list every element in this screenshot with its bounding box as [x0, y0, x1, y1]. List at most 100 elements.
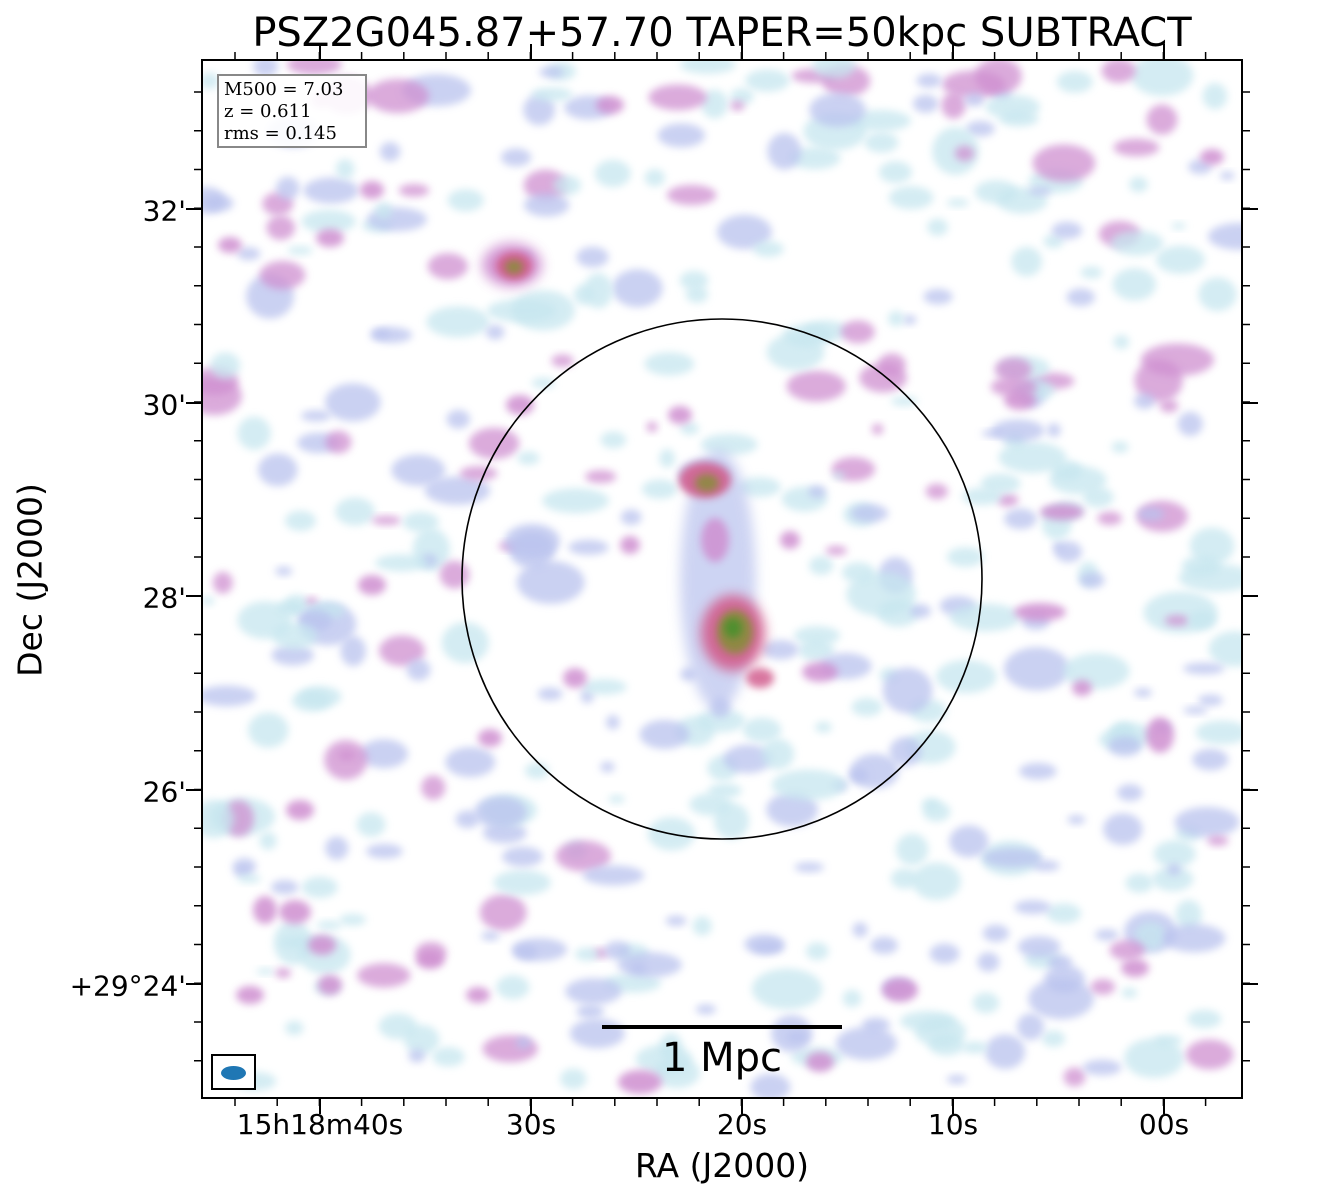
- bright-blob: [882, 978, 918, 1002]
- noise-blob: [935, 659, 997, 694]
- noise-blob: [912, 94, 939, 113]
- beam-box: [211, 1054, 256, 1090]
- noise-blob: [852, 922, 868, 938]
- noise-blob: [600, 431, 627, 449]
- noise-blob: [573, 284, 594, 305]
- noise-blob: [679, 61, 736, 74]
- mass-label: M500 = 7.03: [224, 79, 344, 100]
- noise-blob: [808, 485, 827, 499]
- noise-blob: [890, 396, 918, 406]
- noise-blob: [1111, 441, 1129, 453]
- noise-blob: [441, 622, 489, 664]
- noise-blob: [846, 572, 917, 617]
- noise-blob: [851, 697, 883, 717]
- noise-blob: [485, 324, 505, 340]
- noise-blob: [1192, 748, 1229, 771]
- noise-blob: [300, 410, 332, 422]
- noise-blob: [1082, 1059, 1122, 1076]
- scalebar-label: 1 Mpc: [661, 1035, 783, 1081]
- noise-blob: [426, 306, 490, 338]
- bright-blob: [1121, 959, 1149, 977]
- noise-blob: [568, 539, 609, 555]
- bright-blob: [1072, 680, 1092, 696]
- noise-blob: [287, 246, 313, 255]
- noise-blob: [604, 941, 631, 960]
- noise-blob: [679, 270, 709, 290]
- noise-blob: [1133, 393, 1155, 410]
- rms-label: rms = 0.145: [224, 123, 337, 144]
- bright-blob: [286, 800, 314, 820]
- noise-blob: [378, 1013, 418, 1040]
- noise-blob: [234, 866, 251, 876]
- noise-blob: [814, 721, 832, 733]
- noise-blob: [316, 920, 342, 930]
- bright-blob: [806, 1052, 834, 1072]
- noise-blob: [895, 833, 929, 866]
- y-tick-label: 28': [142, 581, 186, 615]
- noise-blob: [916, 73, 942, 88]
- noise-blob: [275, 566, 293, 576]
- noise-blob: [1032, 860, 1060, 872]
- noise-blob: [325, 836, 349, 860]
- noise-blob: [1004, 508, 1037, 530]
- noise-blob: [523, 193, 570, 217]
- noise-blob: [335, 158, 355, 179]
- figure-title: PSZ2G045.87+57.70 TAPER=50kpc SUBTRACT: [252, 10, 1192, 56]
- noise-blob: [259, 831, 277, 850]
- noise-blob: [902, 314, 917, 325]
- noise-blob: [665, 915, 687, 927]
- noise-blob: [574, 947, 600, 961]
- noise-blob: [1187, 1009, 1222, 1029]
- noise-blob: [786, 370, 846, 402]
- y-tick-label: 32': [142, 194, 186, 228]
- noise-blob: [761, 738, 795, 770]
- noise-blob: [786, 1031, 809, 1043]
- noise-blob: [1195, 720, 1241, 745]
- noise-blob: [504, 523, 561, 559]
- noise-blob: [980, 473, 1021, 494]
- noise-blob: [730, 88, 754, 105]
- noise-blob: [1101, 61, 1136, 83]
- noise-blob: [982, 924, 1010, 942]
- noise-blob: [474, 795, 527, 829]
- noise-blob: [203, 799, 235, 839]
- noise-blob: [203, 186, 226, 214]
- noise-blob: [864, 132, 899, 153]
- noise-blob: [835, 1026, 898, 1061]
- noise-blob: [889, 736, 922, 767]
- redshift-label: z = 0.611: [224, 101, 312, 122]
- noise-blob: [1133, 688, 1153, 698]
- noise-blob: [1094, 929, 1119, 941]
- noise-blob: [375, 554, 429, 572]
- noise-blob: [1018, 762, 1057, 780]
- noise-blob: [1155, 245, 1205, 274]
- noise-blob: [871, 423, 884, 435]
- noise-blob: [701, 89, 728, 119]
- noise-blob: [1208, 631, 1241, 667]
- noise-blob: [887, 310, 905, 327]
- noise-blob: [912, 862, 961, 901]
- noise-blob: [523, 94, 556, 126]
- noise-blob: [762, 639, 799, 660]
- noise-blob: [1197, 694, 1224, 706]
- noise-blob: [1112, 721, 1134, 738]
- noise-blob: [1080, 266, 1103, 279]
- noise-blob: [359, 739, 409, 769]
- noise-blob: [479, 894, 527, 931]
- noise-blob: [537, 687, 563, 701]
- noise-blob: [1219, 171, 1235, 181]
- noise-blob: [306, 596, 318, 606]
- noise-blob: [994, 357, 1032, 382]
- noise-blob: [247, 712, 289, 748]
- noise-blob: [432, 1046, 465, 1067]
- noise-blob: [653, 1057, 700, 1089]
- noise-blob: [641, 479, 678, 499]
- bright-blob: [316, 229, 344, 247]
- bright-blob: [1040, 504, 1084, 520]
- noise-blob: [1153, 840, 1196, 868]
- noise-blob: [1183, 706, 1208, 715]
- noise-blob: [339, 913, 367, 926]
- beam-ellipse-icon: [221, 1066, 246, 1080]
